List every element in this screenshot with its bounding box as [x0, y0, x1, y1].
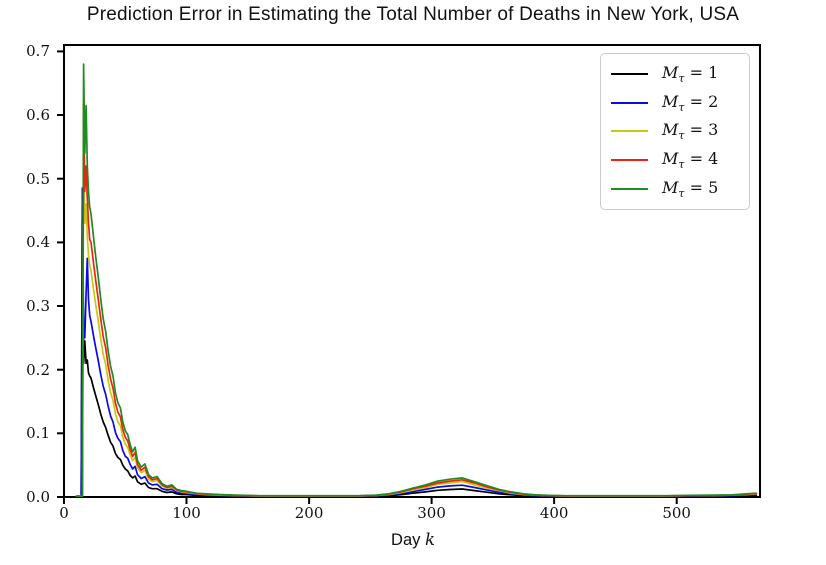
legend: Mτ = 1 Mτ = 2 Mτ = 3 Mτ = 4 Mτ = 5: [600, 53, 750, 210]
x-axis-label-math: k: [424, 530, 435, 549]
x-tick-label: 200: [294, 504, 324, 522]
x-tick-label: 500: [662, 504, 691, 522]
legend-label: Mτ = 2: [662, 91, 719, 114]
legend-line-swatch: [611, 73, 648, 76]
legend-line-swatch: [611, 101, 648, 104]
x-tick-label: 0: [59, 504, 69, 522]
legend-label: Mτ = 3: [662, 120, 719, 143]
legend-item: Mτ = 1: [611, 61, 739, 87]
y-tick-label: 0.6: [26, 106, 50, 125]
x-axis-label-text: Day: [391, 531, 421, 549]
legend-line-swatch: [611, 159, 648, 162]
x-tick-label: 300: [417, 504, 446, 522]
plot-border: [63, 44, 761, 498]
x-tick-label: 400: [539, 504, 569, 522]
legend-item: Mτ = 4: [611, 147, 739, 173]
y-tick-label: 0.3: [26, 297, 50, 315]
legend-item: Mτ = 3: [611, 118, 739, 144]
y-tick-label: 0.7: [26, 42, 50, 61]
y-tick-label: 0.4: [26, 233, 50, 252]
series-line-2: [75, 187, 758, 498]
series-line-1: [75, 187, 758, 498]
legend-label: Mτ = 4: [662, 148, 719, 172]
legend-item: Mτ = 5: [611, 176, 739, 202]
y-tick-label: 0.0: [26, 488, 50, 506]
legend-line-swatch: [611, 130, 648, 133]
series-line-5: [75, 63, 758, 498]
chart-title: Prediction Error in Estimating the Total…: [86, 4, 740, 25]
legend-label: Mτ = 5: [662, 177, 719, 200]
y-tick-label: 0.2: [26, 360, 50, 379]
x-tick-label: 100: [172, 504, 201, 522]
y-tick-label: 0.5: [26, 169, 50, 188]
x-axis-label: Day k: [0, 530, 826, 550]
legend-item: Mτ = 2: [611, 90, 739, 116]
legend-line-swatch: [611, 187, 648, 190]
legend-label: Mτ = 1: [662, 63, 719, 86]
y-tick-label: 0.1: [26, 424, 50, 443]
